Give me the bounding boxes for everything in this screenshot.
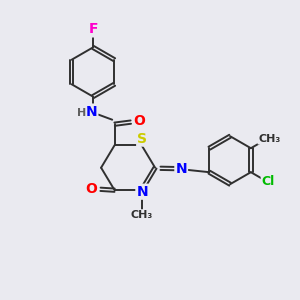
Text: CH₃: CH₃ [258,134,281,144]
Text: O: O [85,182,98,196]
Text: N: N [176,162,187,176]
Text: H: H [77,108,86,118]
Text: N: N [86,105,97,118]
Text: Cl: Cl [262,175,275,188]
Text: CH₃: CH₃ [130,210,153,220]
Text: S: S [137,132,147,145]
Text: N: N [136,185,148,199]
Text: F: F [88,22,98,36]
Text: O: O [133,114,145,128]
